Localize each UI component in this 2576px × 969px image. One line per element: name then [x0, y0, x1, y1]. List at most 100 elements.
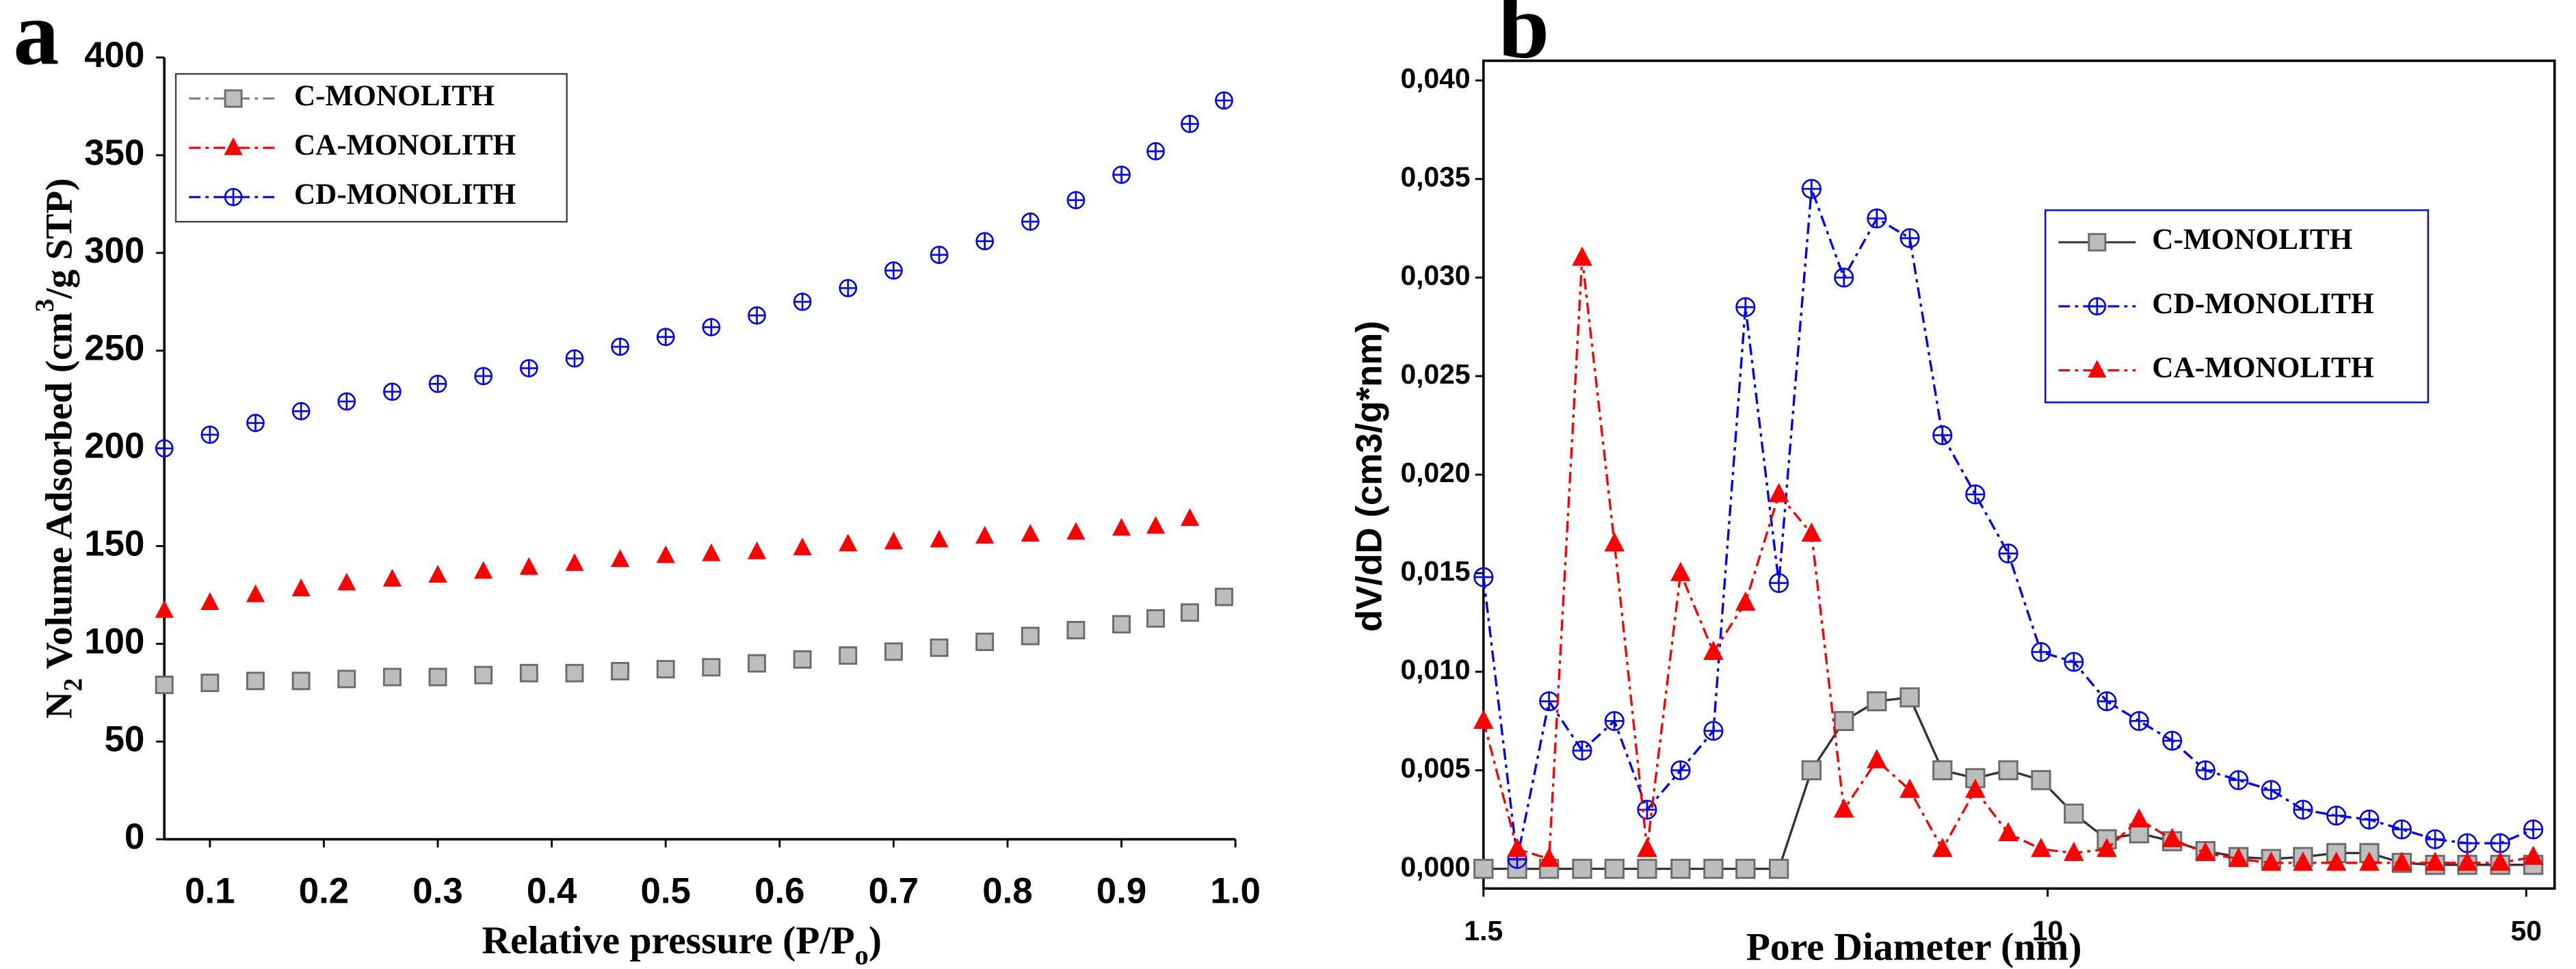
data-point [1112, 165, 1131, 184]
x-tick-label: 0.9 [1096, 871, 1146, 911]
data-point [428, 375, 447, 393]
data-point [246, 584, 265, 602]
data-point [1146, 142, 1165, 161]
data-point [1670, 760, 1691, 780]
y-tick-label: 400 [84, 35, 144, 75]
legend-marker [2088, 233, 2107, 252]
data-point [291, 672, 311, 691]
y-tick-label: 350 [84, 133, 144, 173]
legend-label: CA-MONOLITH [2152, 351, 2374, 384]
data-point [1021, 524, 1040, 542]
label-part: /g STP) [38, 178, 79, 299]
x-tick-label: 0.1 [185, 871, 235, 911]
data-point [1964, 778, 1986, 798]
data-point [748, 654, 766, 673]
data-point [1900, 687, 1920, 708]
x-tick-label: 50 [2511, 915, 2542, 946]
data-point [2161, 827, 2183, 847]
data-point [1021, 626, 1040, 646]
data-point [1801, 522, 1822, 542]
data-point [610, 549, 630, 568]
data-point [474, 665, 493, 685]
y-tick-label: 200 [84, 426, 144, 466]
data-point [1181, 603, 1199, 622]
data-point [1867, 749, 1887, 769]
y-tick-label: 0,000 [1400, 851, 1470, 882]
data-point [1670, 561, 1691, 581]
panel-label: a [13, 0, 59, 84]
x-tick-label: 1.0 [1210, 871, 1260, 911]
data-point [2031, 770, 2051, 791]
data-point [1473, 709, 1494, 729]
x-tick-label: 0.8 [982, 871, 1032, 911]
x-tick-label: 0.2 [299, 871, 349, 911]
data-point [1146, 516, 1166, 534]
data-point [291, 579, 311, 597]
data-point [2359, 851, 2380, 871]
legend-label: C-MONOLITH [2152, 223, 2352, 256]
data-point [1215, 91, 1233, 110]
data-point [1965, 484, 1986, 505]
data-point [1932, 425, 1953, 445]
data-point [611, 662, 630, 680]
legend-marker [2088, 297, 2107, 316]
data-point [2293, 851, 2313, 871]
data-point [1703, 640, 1724, 661]
data-point [565, 663, 584, 682]
y-tick-label: 50 [105, 719, 145, 759]
data-point [2162, 730, 2183, 751]
data-point [656, 328, 675, 347]
data-point [1066, 621, 1086, 639]
data-point [2064, 841, 2084, 861]
data-point [2195, 841, 2216, 861]
label-part: dV/dD (cm3/g*nm) [1349, 321, 1389, 632]
data-point [337, 392, 356, 411]
data-point [656, 660, 675, 679]
data-point [1703, 858, 1724, 879]
x-tick-label: 0.3 [412, 871, 462, 911]
data-point [2064, 804, 2084, 824]
data-point [200, 592, 220, 611]
legend: C-MONOLITH CA-MONOLITH CD-MONOLITH [174, 72, 568, 223]
data-point [565, 553, 584, 571]
data-point [1998, 822, 2019, 842]
panel-label: b [1498, 0, 1549, 78]
data-point [884, 642, 903, 661]
data-point [428, 565, 447, 583]
y-tick-label: 150 [84, 524, 144, 564]
data-point [2229, 770, 2249, 791]
data-point [2129, 711, 2149, 731]
data-point [656, 545, 675, 563]
data-point [975, 526, 995, 544]
data-point [930, 245, 949, 265]
data-point [1900, 228, 1920, 248]
data-point [1180, 508, 1200, 527]
data-point [2064, 652, 2084, 672]
y-tick-label: 250 [84, 328, 144, 369]
data-point [1021, 212, 1040, 231]
legend-marker [2088, 360, 2107, 378]
data-point [2097, 838, 2117, 858]
label-part: N [38, 691, 79, 719]
data-point [1215, 587, 1233, 607]
data-point [2031, 838, 2051, 858]
data-point [1834, 267, 1854, 288]
data-point [519, 663, 538, 682]
data-point [2523, 845, 2544, 865]
data-point [155, 439, 174, 457]
data-point [1703, 721, 1724, 741]
data-point [611, 337, 629, 356]
data-point [702, 658, 721, 677]
data-point [428, 667, 447, 687]
label-part: Pore Diameter (nm) [1746, 926, 2082, 969]
data-point [2261, 851, 2282, 871]
data-point [1932, 838, 1953, 858]
data-point [2391, 851, 2413, 871]
data-point [839, 533, 858, 552]
data-point [748, 306, 766, 325]
y-tick-label: 100 [84, 621, 144, 661]
data-point [1473, 858, 1494, 879]
data-point [1539, 691, 1560, 712]
data-point [1604, 532, 1625, 552]
